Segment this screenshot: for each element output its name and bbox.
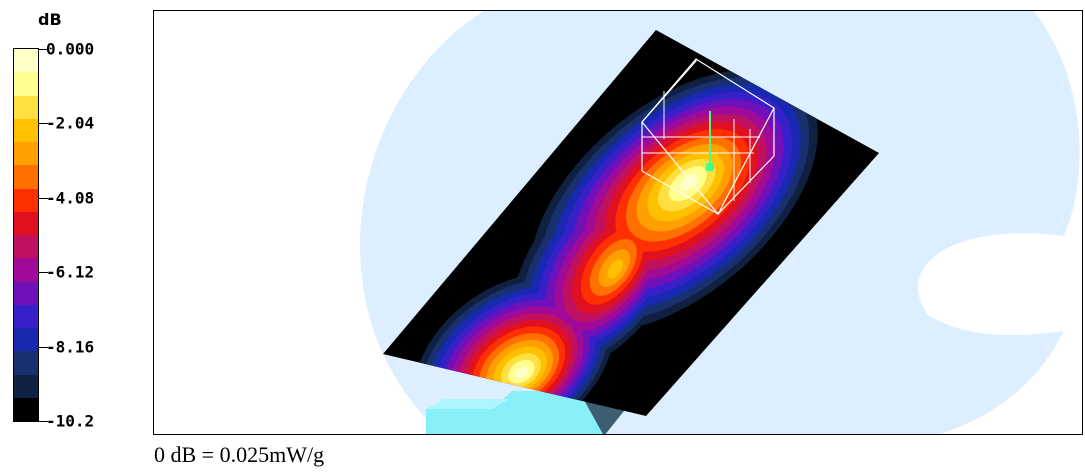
- colorbar-tick: [38, 197, 48, 199]
- colorbar-tick-label: -4.08: [46, 188, 95, 208]
- colorbar-swatch: [14, 211, 38, 235]
- colorbar-swatch: [14, 397, 38, 421]
- colorbar-legend: dB 0.000 -2.04 -4.08 -6.12 -8.16 -10.2: [0, 0, 150, 440]
- colorbar-tick: [38, 346, 48, 348]
- sar-heatmap-plot: [153, 10, 1083, 435]
- sar-distribution-svg: [360, 11, 1080, 434]
- colorbar-swatch: [14, 165, 38, 189]
- colorbar-swatch: [14, 95, 38, 119]
- colorbar-unit-label: dB: [38, 10, 62, 29]
- colorbar-tick: [38, 421, 48, 422]
- colorbar-tick-label: 0.000: [46, 39, 95, 59]
- sar-contour-band: [679, 173, 699, 192]
- colorbar-swatch: [14, 142, 38, 166]
- colorbar-swatch: [14, 72, 38, 96]
- probe-marker: [706, 111, 714, 171]
- sar-contour-band: [515, 366, 529, 379]
- reference-caption: 0 dB = 0.025mW/g: [154, 442, 325, 467]
- colorbar-swatch: [14, 374, 38, 398]
- colorbar-swatch: [14, 49, 38, 73]
- zoom-scan-cube: [641, 58, 775, 216]
- colorbar-tick-label: -6.12: [46, 262, 95, 282]
- colorbar-tick: [38, 272, 48, 274]
- colorbar-tick-label: -8.16: [46, 337, 95, 357]
- colorbar-swatch: [14, 235, 38, 259]
- colorbar-swatch: [14, 188, 38, 212]
- colorbar-tick-label: -10.2: [46, 411, 95, 431]
- colorbar-swatch: [14, 328, 38, 352]
- colorbar-swatch: [14, 118, 38, 142]
- colorbar-tick: [38, 123, 48, 125]
- colorbar-tick: [38, 49, 48, 50]
- sar-contour-band: [607, 259, 624, 279]
- colorbar-swatch: [14, 258, 38, 282]
- colorbar-swatch: [14, 351, 38, 375]
- colorbar-swatch: [14, 281, 38, 305]
- colorbar-gradient: [13, 48, 39, 422]
- colorbar-swatch: [14, 304, 38, 328]
- colorbar-tick-label: -2.04: [46, 113, 95, 133]
